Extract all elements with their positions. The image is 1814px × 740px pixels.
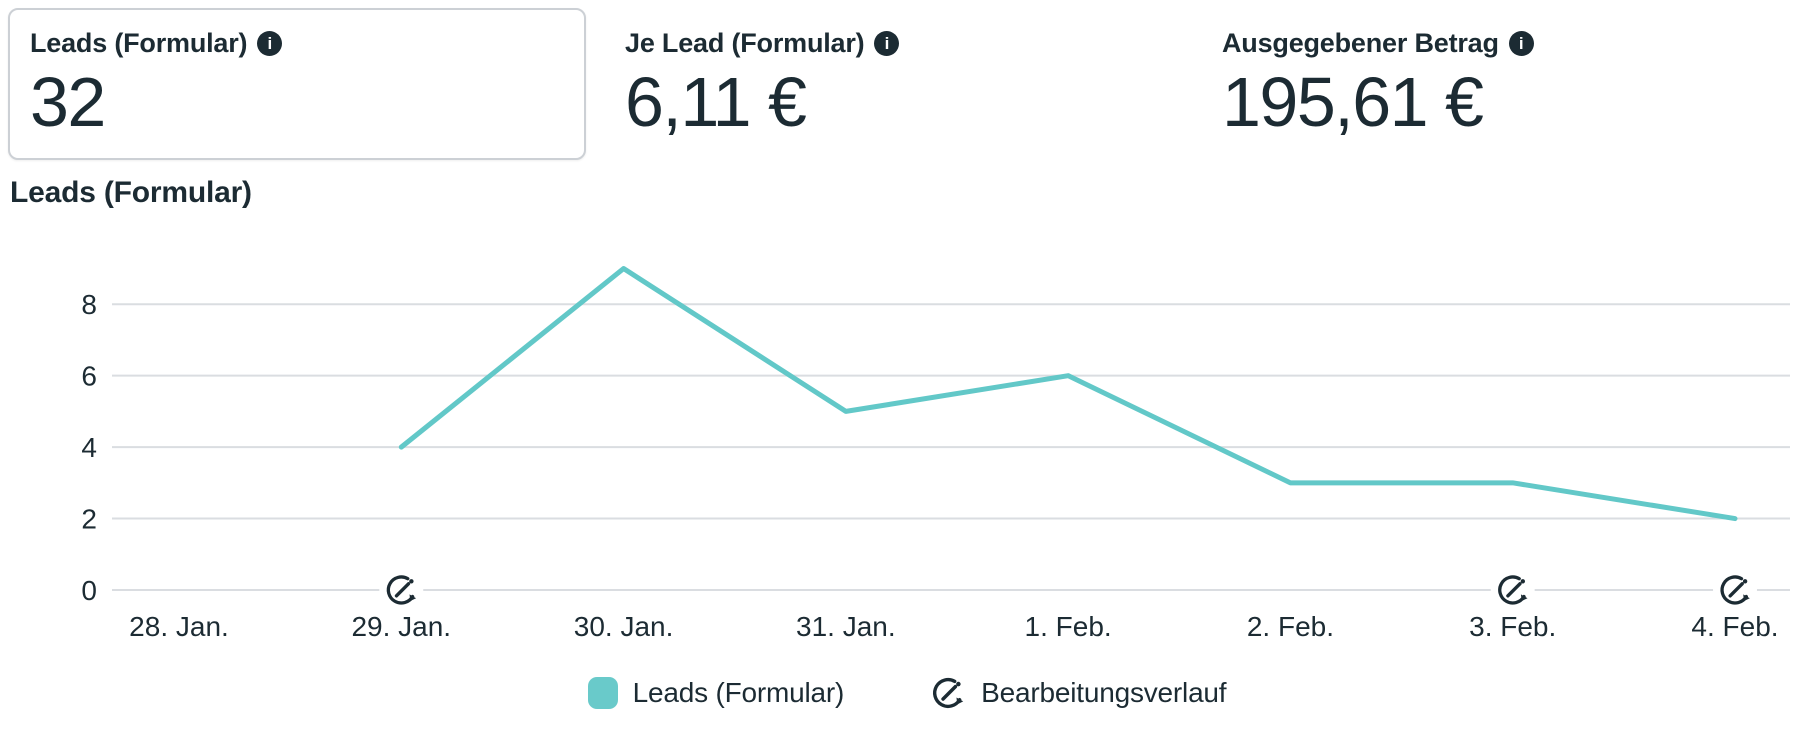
edit-history-marker[interactable] <box>1490 568 1535 612</box>
leads-line-chart: 0 2 4 6 8 28. Jan. 29. Jan. 30. Jan. 31. Jan. 1.… <box>0 210 1814 665</box>
edit-history-marker[interactable] <box>1713 568 1757 612</box>
x-tick-label: 3. Feb. <box>1469 611 1556 642</box>
legend-item-bearbeitungsverlauf[interactable]: Bearbeitungsverlauf <box>930 675 1227 711</box>
y-tick-label: 0 <box>81 575 97 606</box>
series-line[interactable] <box>398 266 1738 522</box>
y-tick-label: 2 <box>81 504 97 535</box>
x-tick-label: 29. Jan. <box>351 611 451 642</box>
y-tick-label: 6 <box>81 361 97 392</box>
metric-value: 32 <box>30 63 106 141</box>
metric-label: Leads (Formular) <box>30 28 248 58</box>
gridlines <box>112 303 1790 591</box>
y-tick-label: 4 <box>81 432 97 463</box>
x-tick-label: 30. Jan. <box>574 611 674 642</box>
metric-value: 6,11 € <box>625 63 807 141</box>
info-icon[interactable]: i <box>874 31 900 56</box>
metric-value: 195,61 € <box>1222 63 1484 141</box>
x-tick-label: 31. Jan. <box>796 611 896 642</box>
y-tick-label: 8 <box>81 289 97 320</box>
metric-card-header: Leads (Formular) i <box>30 28 564 59</box>
metric-card-header: Je Lead (Formular) i <box>625 28 1166 59</box>
metric-card-ausgegebener-betrag[interactable]: Ausgegebener Betrag i 195,61 € <box>1200 8 1814 155</box>
x-tick-label: 2. Feb. <box>1247 611 1334 642</box>
edit-history-marker[interactable] <box>379 568 424 612</box>
chart-title: Leads (Formular) <box>10 176 252 209</box>
x-tick-label: 4. Feb. <box>1691 611 1778 642</box>
metric-card-leads-formular[interactable]: Leads (Formular) i 32 <box>8 8 586 160</box>
series-swatch <box>587 677 618 709</box>
info-icon[interactable]: i <box>257 31 283 56</box>
metric-card-header: Ausgegebener Betrag i <box>1222 28 1792 59</box>
edit-history-icon <box>930 675 966 711</box>
x-tick-label: 28. Jan. <box>129 611 229 642</box>
x-tick-label: 1. Feb. <box>1025 611 1112 642</box>
legend-item-leads-formular[interactable]: Leads (Formular) <box>587 677 845 709</box>
metric-cards-row: Leads (Formular) i 32 Je Lead (Formular)… <box>0 0 1814 160</box>
legend-label: Leads (Formular) <box>632 677 845 708</box>
y-axis-tick-labels: 0 2 4 6 8 <box>81 289 97 606</box>
chart-legend: Leads (Formular) Bearbeitungsverlauf <box>0 669 1814 717</box>
edit-history-markers[interactable] <box>379 568 1757 612</box>
leads-series-line[interactable] <box>398 266 1738 522</box>
legend-label: Bearbeitungsverlauf <box>981 677 1227 708</box>
metric-card-je-lead[interactable]: Je Lead (Formular) i 6,11 € <box>603 8 1188 155</box>
info-icon[interactable]: i <box>1508 31 1534 56</box>
chart-canvas[interactable]: 0 2 4 6 8 28. Jan. 29. Jan. 30. Jan. 31. Jan. 1.… <box>0 210 1814 665</box>
metric-label: Ausgegebener Betrag <box>1222 28 1499 58</box>
x-axis-tick-labels: 28. Jan. 29. Jan. 30. Jan. 31. Jan. 1. Feb. 2… <box>129 611 1778 642</box>
metric-label: Je Lead (Formular) <box>625 28 865 58</box>
